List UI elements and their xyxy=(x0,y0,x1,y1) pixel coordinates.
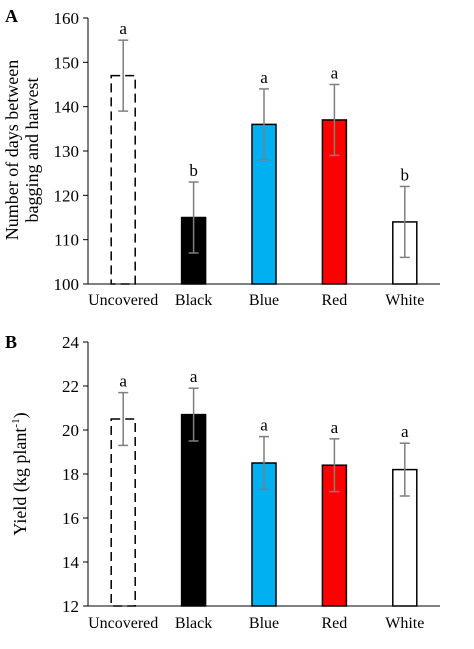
panel-a-y-tick-label: 160 xyxy=(54,9,80,28)
panel-b-significance-letter: a xyxy=(119,372,127,391)
panel-b-y-tick-label: 18 xyxy=(62,465,79,484)
panel-a-y-tick-label: 130 xyxy=(54,142,80,161)
panel-a-significance-letter: a xyxy=(331,64,339,83)
panel-b-x-tick-label: Red xyxy=(322,615,348,632)
panel-b-significance-letter: a xyxy=(260,416,268,435)
panel-a-y-tick-label: 150 xyxy=(54,53,80,72)
panel-a-significance-letter: b xyxy=(189,161,198,180)
panel-b-x-tick-label: Uncovered xyxy=(88,615,158,632)
panel-b-y-tick-label: 24 xyxy=(62,333,80,352)
panel-b-x-tick-label: Blue xyxy=(249,615,279,632)
panel-a-y-tick-label: 140 xyxy=(54,98,80,117)
panel-b-y-tick-label: 20 xyxy=(62,421,79,440)
panel-a-x-tick-label: Red xyxy=(322,292,348,309)
panel-a-significance-letter: a xyxy=(260,68,268,87)
panel-a-y-tick-label: 100 xyxy=(54,275,80,294)
panel-b-y-tick-label: 22 xyxy=(62,377,79,396)
panel-a-ylabel-line2: bagging and harvest xyxy=(22,78,42,223)
panel-a-x-tick-label: Blue xyxy=(249,292,279,309)
panel-a: A Number of days between bagging and har… xyxy=(2,6,440,309)
panel-b-ylabel-end: ) xyxy=(10,412,31,418)
panel-b-ylabel-main: Yield (kg plant xyxy=(10,428,31,536)
panel-b-significance-letter: a xyxy=(190,367,198,386)
panel-b-label: B xyxy=(5,332,17,352)
panel-b-x-tick-label: Black xyxy=(175,615,212,632)
panel-b-bar-uncovered xyxy=(110,418,136,607)
panel-a-x-tick-label: Black xyxy=(175,292,212,309)
panel-a-ylabel-line1: Number of days between xyxy=(2,60,22,240)
panel-b-significance-letter: a xyxy=(331,418,339,437)
panel-b-ylabel-sup: -1 xyxy=(10,418,22,427)
panel-b: B Yield (kg plant-1) 12 14 16 18 20 22 24 a Unco… xyxy=(5,332,440,632)
panel-b-bar-black xyxy=(180,413,207,607)
panel-b-significance-letter: a xyxy=(401,422,409,441)
panel-a-x-tick-label: Uncovered xyxy=(88,292,158,309)
panel-a-bar-uncovered xyxy=(110,74,136,285)
panel-b-y-tick-label: 12 xyxy=(62,597,79,616)
panel-a-x-tick-label: White xyxy=(385,292,424,309)
panel-a-label: A xyxy=(5,6,18,26)
panel-b-x-tick-label: White xyxy=(385,615,424,632)
panel-a-significance-letter: a xyxy=(119,19,127,38)
panel-a-significance-letter: b xyxy=(401,165,410,184)
panel-b-ylabel: Yield (kg plant-1) xyxy=(10,412,31,535)
panel-b-y-tick-label: 16 xyxy=(62,509,79,528)
panel-b-y-tick-label: 14 xyxy=(62,553,80,572)
panel-a-y-tick-label: 120 xyxy=(54,186,80,205)
panel-a-y-tick-label: 110 xyxy=(54,231,79,250)
